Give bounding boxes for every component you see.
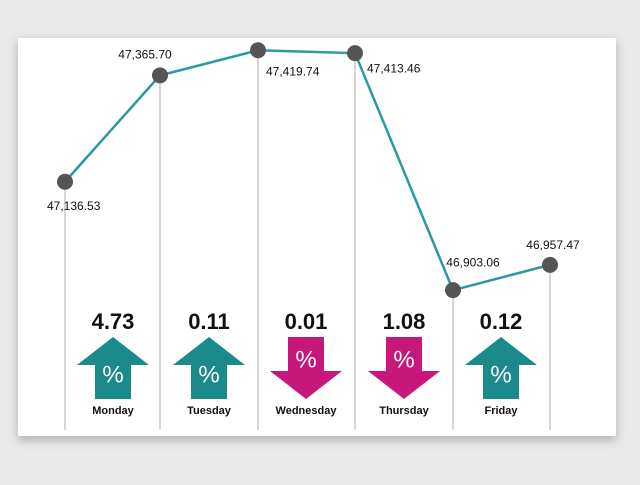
point: [347, 45, 363, 62]
day-label: Thursday: [379, 405, 429, 417]
change-value: 0.12: [480, 309, 523, 334]
day-label: Monday: [92, 405, 134, 417]
value-label: 47,413.46: [367, 61, 421, 75]
arrow-down: [270, 337, 342, 399]
change-value: 1.08: [383, 309, 426, 334]
percent-symbol: %: [102, 361, 123, 388]
arrow-up: [77, 337, 149, 399]
point: [57, 173, 73, 190]
value-label: 47,136.53: [47, 199, 101, 213]
day-label: Wednesday: [276, 405, 338, 417]
change-value: 0.01: [285, 309, 328, 334]
change-value: 0.11: [188, 309, 230, 334]
price-line: [64, 49, 551, 292]
point: [152, 67, 168, 84]
value-label: 46,903.06: [446, 255, 500, 269]
day-label: Tuesday: [187, 405, 232, 417]
arrow-up: [173, 337, 245, 399]
arrow-down: [368, 337, 440, 399]
value-label: 46,957.47: [526, 238, 580, 252]
day-label: Friday: [484, 405, 518, 417]
point: [250, 42, 266, 59]
percent-symbol: %: [198, 361, 219, 388]
value-label: 47,365.70: [118, 48, 172, 62]
change-value: 4.73: [92, 309, 135, 334]
percent-symbol: %: [393, 346, 414, 373]
percent-symbol: %: [490, 361, 511, 388]
arrow-up: [465, 337, 537, 399]
percent-symbol: %: [295, 346, 316, 373]
point: [445, 282, 461, 299]
value-label: 47,419.74: [266, 64, 320, 78]
point: [542, 256, 558, 273]
